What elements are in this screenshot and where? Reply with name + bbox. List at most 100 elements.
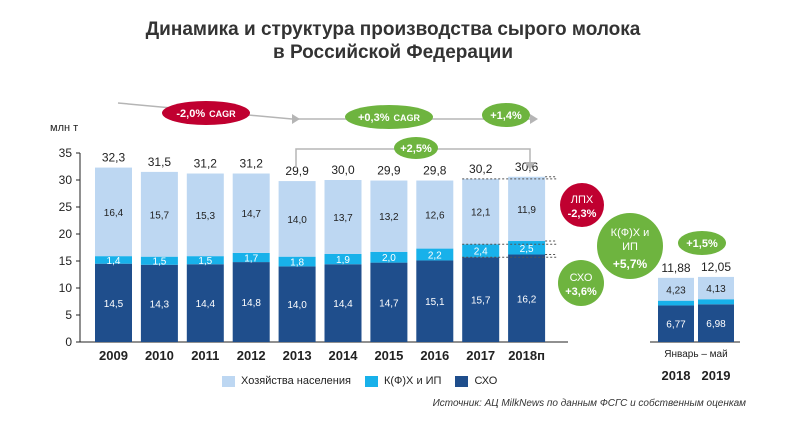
bar-segment-agri-label: 15,7 (471, 296, 491, 307)
badge-farms-change-value: +5,7% (613, 257, 648, 271)
bar-segment-agri (278, 266, 316, 342)
bar-total-label: 29,9 (285, 164, 309, 178)
badge-households-change-label: ЛПХ (571, 194, 594, 206)
y-tick-label: 10 (59, 281, 73, 295)
bar-segment-households (324, 180, 362, 254)
period-bar-households (658, 277, 694, 301)
badge-farms-change-label-2: ИП (622, 241, 638, 253)
legend-swatch-farms (364, 375, 378, 387)
bar-segment-farms-label: 1,5 (198, 256, 212, 267)
badge-growth-2017-2018-text: +2,5% (400, 143, 432, 155)
bar-total-label: 31,2 (240, 157, 264, 171)
bar-segment-farms (324, 253, 362, 265)
y-tick-label: 30 (59, 173, 73, 187)
badge-cagr-2013-2018-text: +0,3% CAGR (358, 112, 420, 124)
bar-segment-households-label: 14,7 (241, 209, 261, 220)
period-bar-households-label: 4,23 (666, 285, 686, 296)
growth-bracket-head (525, 162, 535, 170)
y-tick-label: 20 (59, 227, 73, 241)
bar-segment-agri-label: 14,7 (379, 298, 399, 309)
bar-segment-households-label: 11,9 (517, 205, 536, 216)
bar-total-label: 31,5 (148, 155, 172, 169)
badge-farms-change (597, 213, 663, 279)
bar-segment-agri (370, 262, 408, 342)
x-tick-label: 2010 (145, 348, 174, 363)
legend-swatch-agri (455, 375, 469, 387)
bar-total-label: 30,0 (331, 163, 355, 177)
bar-segment-agri (95, 263, 132, 342)
period-total-label: 11,88 (661, 261, 690, 275)
cagr-arrow-head (292, 114, 300, 124)
bar-segment-households-label: 12,1 (471, 208, 491, 219)
legend-swatch-households (222, 375, 235, 387)
x-tick-label: 2013 (283, 348, 312, 363)
badge-growth-2018-text: +1,4% (490, 110, 522, 122)
bar-total-label: 32,3 (102, 151, 126, 165)
bar-segment-households (370, 180, 408, 252)
bar-segment-agri (416, 260, 454, 342)
bar-segment-agri (232, 262, 270, 342)
y-tick-label: 15 (59, 254, 73, 268)
source-note: Источник: АЦ MilkNews по данным ФСГС и с… (432, 398, 746, 409)
bar-segment-farms-label: 1,4 (107, 256, 121, 267)
bar-segment-households-label: 12,6 (425, 211, 445, 222)
badge-agri-change-label: СХО (570, 272, 593, 284)
bar-segment-households (462, 178, 500, 245)
bar-segment-households-label: 16,4 (104, 208, 124, 219)
bar-segment-households (232, 173, 270, 253)
badge-cagr-2009-2013 (162, 101, 250, 125)
chart-title: Динамика и структура производства сырого… (0, 18, 786, 64)
bar-segment-farms-label: 2,4 (474, 247, 488, 258)
period-bar-agri-label: 6,77 (666, 320, 686, 331)
x-tick-label: 2014 (329, 348, 359, 363)
x-tick-label: 2009 (99, 348, 128, 363)
bar-segment-households (140, 171, 178, 257)
bar-segment-agri (324, 264, 362, 342)
badge-agri-change-value: +3,6% (565, 286, 597, 298)
bar-segment-farms (95, 256, 132, 264)
period-x-tick-label: 2019 (702, 368, 731, 383)
bar-segment-households (186, 173, 224, 257)
period-bar-agri (658, 305, 694, 342)
x-tick-label: 2011 (191, 348, 219, 363)
x-tick-label: 2012 (237, 348, 266, 363)
bar-segment-households-label: 15,3 (196, 211, 216, 222)
bar-segment-households-label: 13,2 (379, 212, 399, 223)
bar-total-label: 30,2 (469, 162, 493, 176)
bar-segment-farms-label: 1,8 (290, 258, 304, 269)
legend: Хозяйства населения К(Ф)Х и ИП СХО (222, 375, 497, 387)
bar-segment-agri-label: 14,5 (104, 299, 124, 310)
bar-segment-farms-label: 2,5 (520, 244, 534, 255)
period-total-label: 12,05 (701, 260, 731, 274)
bar-segment-agri (508, 254, 546, 342)
bar-segment-farms-label: 1,7 (244, 253, 258, 264)
x-tick-label: 2015 (374, 348, 403, 363)
y-tick-label: 5 (65, 308, 72, 322)
bar-segment-households (278, 181, 316, 257)
period-bar-agri-label: 6,98 (706, 319, 726, 330)
y-tick-label: 0 (65, 335, 72, 349)
bar-segment-households-label: 14,0 (287, 215, 307, 226)
bar-segment-households (416, 180, 454, 249)
bar-segment-households (95, 167, 132, 257)
badge-households-change-value: -2,3% (568, 208, 597, 220)
bar-segment-farms-label: 1,9 (336, 255, 350, 266)
legend-item-farms: К(Ф)Х и ИП (364, 375, 442, 387)
badge-period-change (678, 231, 726, 255)
badge-growth-2018 (482, 103, 530, 127)
bar-segment-farms (140, 256, 178, 265)
badge-households-change (560, 183, 604, 227)
badge-cagr-2013-2018 (345, 105, 433, 129)
bar-segment-agri (462, 257, 500, 342)
bar-segment-agri (186, 264, 224, 342)
y-tick-label: 35 (59, 146, 73, 160)
bar-segment-households-label: 13,7 (333, 213, 353, 224)
title-line-2: в Российской Федерации (272, 42, 514, 63)
bar-segment-agri-label: 14,4 (333, 299, 353, 310)
legend-label-farms: К(Ф)Х и ИП (383, 375, 442, 387)
bar-segment-agri-label: 14,3 (150, 299, 170, 310)
badge-agri-change (558, 260, 604, 306)
period-bar-agri (698, 304, 734, 342)
bar-segment-farms (278, 256, 316, 267)
